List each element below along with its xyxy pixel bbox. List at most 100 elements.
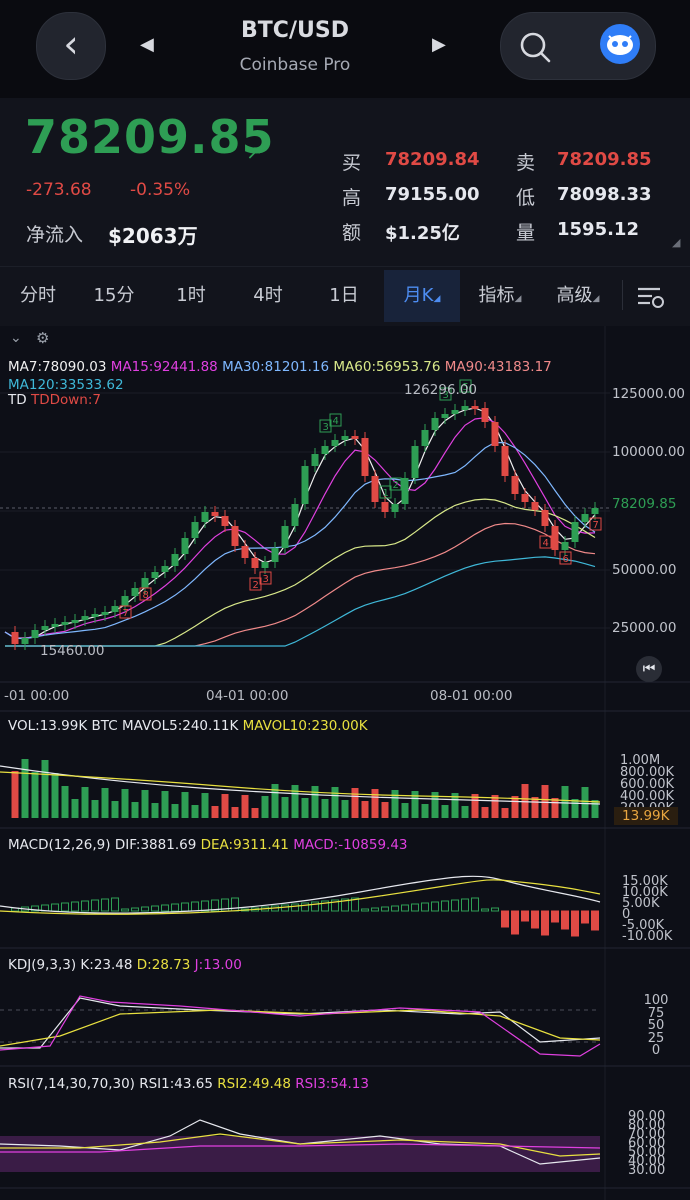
rsi2-line	[0, 1133, 601, 1157]
tab-4h[interactable]: 4时	[253, 285, 283, 306]
td-label: TD	[8, 392, 27, 408]
rsi1-line	[0, 1119, 601, 1165]
td-mark-label: 8	[143, 590, 149, 601]
candle-body	[221, 516, 229, 526]
macd-bar	[551, 910, 559, 923]
rsi-axis-label: 60.00	[628, 1136, 666, 1151]
macd-bar	[111, 897, 119, 912]
scroll-to-latest-icon[interactable]: ⏮	[636, 656, 662, 682]
tab-15min[interactable]: 15分	[93, 285, 135, 306]
kdj-axis-label: 25	[647, 1030, 665, 1046]
price-change-percent: -0.35%	[130, 180, 191, 200]
candle-body	[261, 562, 269, 568]
candle-body	[111, 606, 119, 612]
candle-body	[181, 538, 189, 554]
corner-expand-icon[interactable]: ◢	[672, 236, 681, 249]
td-mark-label: 3	[443, 390, 449, 401]
tab-time-share[interactable]: 分时	[20, 285, 56, 306]
candle-body	[201, 512, 209, 522]
volume-bar	[361, 801, 369, 818]
back-button[interactable]: ‹	[36, 12, 106, 80]
low-value: 78098.33	[557, 184, 652, 205]
tab-advanced[interactable]: 高级◢	[540, 270, 616, 322]
time-axis-label: 04-01 00:00	[206, 688, 289, 704]
volume-bar	[31, 772, 39, 818]
td-legend: TD TDDown:7	[8, 392, 101, 408]
current-volume-label: 13.99K	[614, 807, 678, 825]
macd-bar	[311, 901, 319, 912]
macd-bar	[281, 904, 289, 912]
tab-1d[interactable]: 1日	[329, 285, 359, 306]
price-change: -273.68	[26, 180, 92, 200]
volume-bar	[231, 807, 239, 818]
volume-bar	[421, 804, 429, 818]
macd-axis: 15.00K 10.00K 5.00K 0 -5.00K -10.00K	[622, 874, 690, 943]
macd-bar	[431, 901, 439, 912]
tab-indicators[interactable]: 指标◢	[462, 270, 538, 322]
macd-bar	[101, 898, 109, 912]
candle-body	[411, 446, 419, 478]
macd-bar	[451, 899, 459, 912]
tab-monthly[interactable]: 月K◢	[384, 270, 460, 322]
macd-axis-label: 15.00K	[622, 874, 668, 889]
rsi-axis-label: 50.00	[628, 1145, 666, 1160]
bot-icon[interactable]	[600, 24, 640, 64]
macd-bar	[201, 900, 209, 912]
prev-pair-triangle-icon[interactable]: ◀	[140, 34, 154, 55]
rsi3-line	[0, 1143, 601, 1153]
tab-1h[interactable]: 1时	[176, 285, 206, 306]
candle-body	[391, 504, 399, 512]
candle-body	[481, 408, 489, 422]
volume-bar	[111, 801, 119, 818]
price-axis-label: 25000.00	[612, 620, 677, 636]
candle-body	[281, 526, 289, 548]
rsi-legend-item: RSI3:54.13	[295, 1076, 369, 1092]
macd-bar	[351, 897, 359, 912]
macd-bar	[531, 910, 539, 929]
kdj-axis-label: 100	[643, 993, 669, 1008]
td-mark-label: 3	[263, 574, 269, 585]
arrow-up-right-icon: ↗	[246, 140, 263, 164]
volume-bar	[151, 803, 159, 818]
macd-bar	[321, 900, 329, 912]
candle-body	[71, 620, 79, 623]
grid	[0, 326, 690, 1200]
volume-bar	[141, 790, 149, 818]
rsi-legend-item: RSI2:49.48	[217, 1076, 291, 1092]
volume-bar	[101, 788, 109, 818]
kdj-axis-label: 50	[647, 1018, 665, 1033]
kdj-axis-label: 75	[647, 1005, 665, 1021]
td-mark-box	[139, 587, 152, 601]
chart-settings-icon[interactable]	[636, 284, 666, 310]
next-pair-triangle-icon[interactable]: ▶	[432, 34, 446, 55]
td-mark-box	[559, 551, 572, 565]
collapse-icon[interactable]: ⌄	[10, 330, 22, 346]
rsi-axis-label: 90.00	[628, 1109, 666, 1124]
price-axis-label: 50000.00	[612, 562, 677, 578]
volume-bar	[301, 798, 309, 818]
candle-body	[141, 578, 149, 588]
search-icon[interactable]	[518, 30, 552, 64]
amount-label: 额	[342, 222, 362, 244]
macd-bar	[331, 899, 339, 912]
candles	[11, 400, 599, 650]
rsi-axis-label: 40.00	[628, 1154, 666, 1169]
macd-bar	[151, 905, 159, 912]
volume-bar	[571, 799, 579, 818]
macd-bar	[71, 901, 79, 912]
gear-icon[interactable]: ⚙	[36, 329, 50, 347]
ask-label: 卖	[516, 152, 536, 174]
dea-line	[0, 879, 601, 915]
net-inflow-value: $2063万	[108, 224, 198, 248]
high-marker: 126296.00	[404, 382, 478, 398]
candle-body	[231, 526, 239, 546]
macd-legend-item: DEA:9311.41	[200, 837, 289, 853]
macd-bar	[181, 902, 189, 912]
rsi-axis: 90.00 80.00 70.00 60.00 50.00 40.00 30.0…	[628, 1109, 688, 1177]
vol-axis-label: 800.00K	[620, 765, 675, 780]
volume-label: 量	[516, 222, 536, 244]
td-mark-label: 4	[333, 416, 339, 427]
macd-bar	[581, 910, 589, 924]
rsi-lines	[0, 1119, 601, 1165]
